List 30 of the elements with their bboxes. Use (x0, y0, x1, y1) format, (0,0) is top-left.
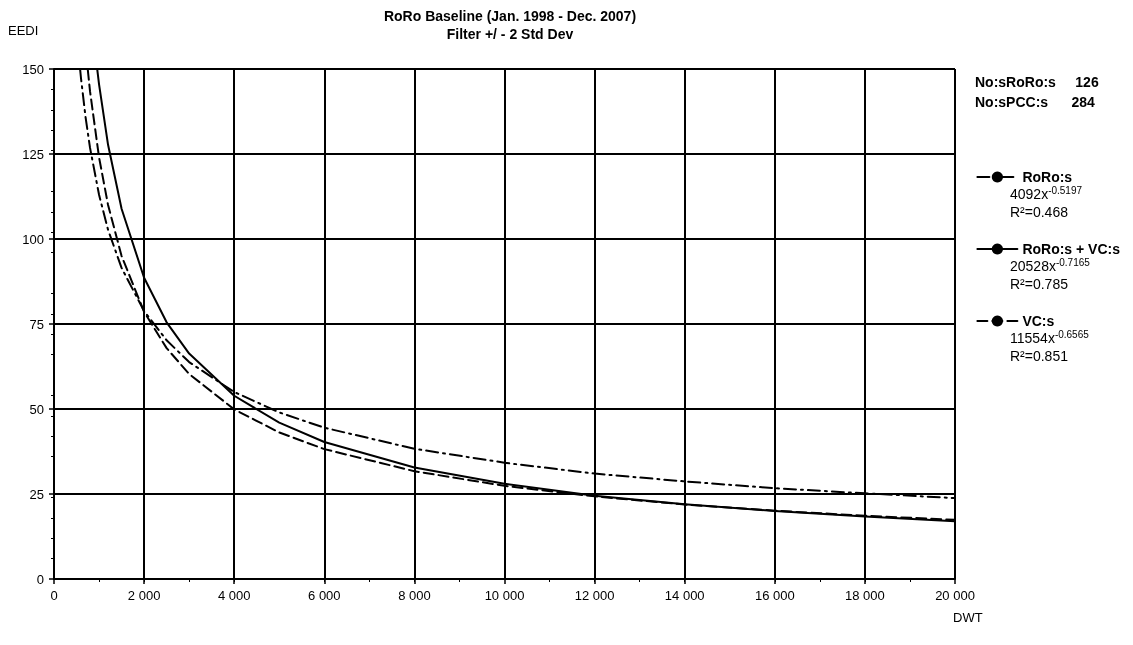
text: No:sRoRo:s 126 (975, 74, 1099, 90)
x-tick-label: 16 000 (754, 588, 795, 603)
x-tick-label: 20 000 (935, 588, 975, 603)
y-axis-title: EEDI (8, 23, 39, 38)
text: R²=0.785 (1010, 276, 1069, 292)
x-tick-label: 10 000 (484, 588, 525, 603)
legend-label: VC:s (1022, 313, 1055, 329)
x-axis-title: DWT (952, 610, 983, 625)
y-tick-label: 100 (22, 231, 44, 247)
legend-label: RoRo:s (1022, 169, 1073, 185)
x-tick-label: 12 000 (574, 588, 615, 603)
x-tick-label: 6 000 (308, 588, 341, 603)
x-tick-label: 14 000 (664, 588, 705, 603)
x-tick-label: 0 (50, 588, 58, 603)
legend-label: RoRo:s + VC:s (1022, 241, 1121, 257)
x-tick-label: 4 000 (217, 588, 251, 603)
y-tick-label: 150 (22, 61, 44, 77)
x-tick-label: 18 000 (845, 588, 885, 603)
y-tick-label: 50 (29, 401, 44, 417)
text: R²=0.851 (1010, 348, 1069, 364)
y-tick-label: 0 (36, 571, 44, 587)
chart-subtitle: Filter +/ - 2 Std Dev (446, 26, 574, 42)
y-tick-label: 75 (29, 316, 44, 332)
y-tick-label: 125 (22, 146, 44, 162)
x-tick-label: 8 000 (398, 588, 431, 603)
text: R²=0.468 (1010, 204, 1069, 220)
chart-title: RoRo Baseline (Jan. 1998 - Dec. 2007) (383, 8, 637, 24)
y-tick-label: 25 (29, 486, 44, 502)
text: No:sPCC:s 284 (975, 94, 1096, 110)
x-tick-label: 2 000 (127, 588, 161, 603)
